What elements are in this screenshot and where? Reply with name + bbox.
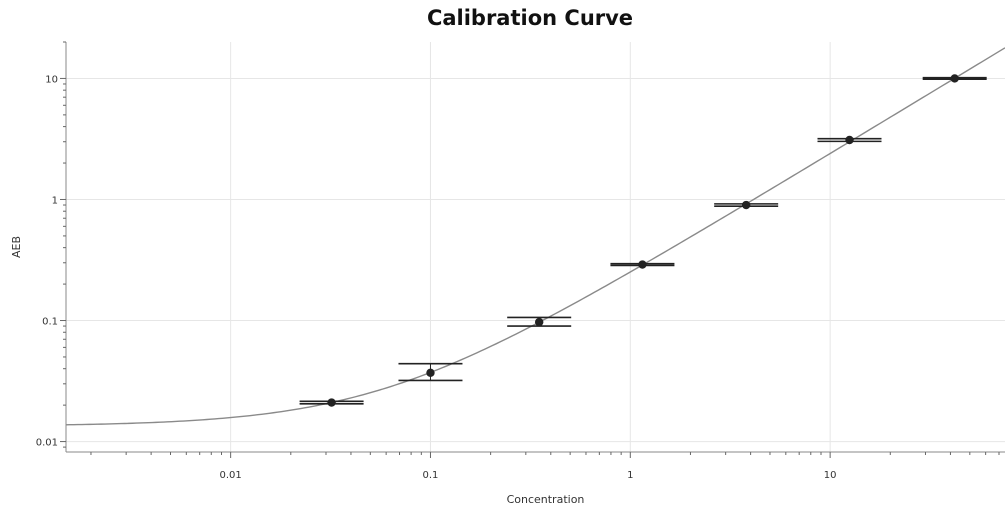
data-point-group <box>922 74 987 83</box>
chart-title: Calibration Curve <box>426 6 634 30</box>
grid-lines <box>66 42 1005 452</box>
data-point-group <box>610 260 675 269</box>
y-axis-label: AEB <box>10 236 23 258</box>
axes <box>65 42 1005 453</box>
fit-curve <box>65 47 1005 426</box>
y-tick-label: 1 <box>52 195 58 206</box>
data-points <box>299 74 987 407</box>
x-tick-label: 10 <box>824 470 837 481</box>
data-point <box>426 368 435 377</box>
data-point-group <box>507 316 572 327</box>
data-point <box>327 398 336 407</box>
y-tick-label: 10 <box>45 74 58 85</box>
data-point <box>638 260 647 269</box>
data-point-group <box>299 398 364 407</box>
x-tick-label: 0.1 <box>423 470 439 481</box>
data-point-group <box>398 362 463 382</box>
y-tick-label: 0.01 <box>36 438 58 449</box>
x-tick-label: 0.01 <box>220 470 242 481</box>
fit-curve-group <box>65 47 1005 426</box>
data-point <box>950 74 959 83</box>
x-axis-label: Concentration <box>507 493 585 506</box>
data-point-group <box>817 135 882 145</box>
data-point <box>845 135 854 145</box>
axis-ticks: 0.01 0.1 1 10 0.01 0.1 1 10 <box>36 41 1000 481</box>
y-tick-label: 0.1 <box>42 317 58 328</box>
x-tick-label: 1 <box>627 470 633 481</box>
data-point <box>741 200 751 210</box>
data-point-group <box>714 200 779 210</box>
data-point <box>534 317 544 327</box>
